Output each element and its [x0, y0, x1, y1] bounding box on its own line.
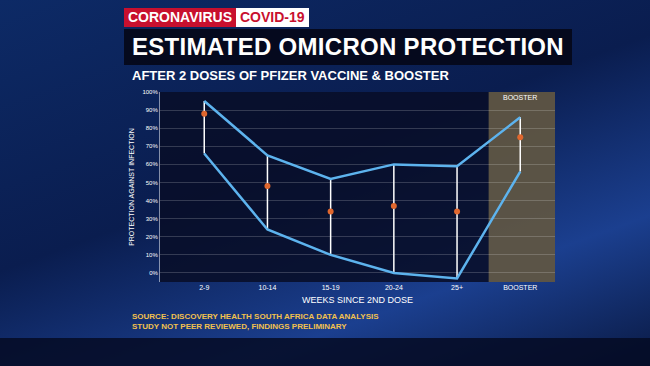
svg-text:WEEKS SINCE 2ND DOSE: WEEKS SINCE 2ND DOSE [302, 295, 413, 305]
svg-text:80%: 80% [146, 125, 159, 131]
svg-text:BOOSTER: BOOSTER [503, 94, 537, 101]
svg-text:2-9: 2-9 [199, 284, 209, 291]
svg-text:15-19: 15-19 [322, 284, 340, 291]
svg-text:60%: 60% [146, 161, 159, 167]
html-text:CORONAVIRUS: CORONAVIRUS [128, 9, 232, 25]
svg-text:BOOSTER: BOOSTER [503, 284, 537, 291]
svg-text:50%: 50% [146, 180, 159, 186]
svg-text:25+: 25+ [451, 284, 463, 291]
html-text:SOURCE: DISCOVERY HEALTH SOUTH: SOURCE: DISCOVERY HEALTH SOUTH AFRICA DA… [132, 312, 379, 321]
html-text:AFTER 2 DOSES OF PFIZER VACCIN: AFTER 2 DOSES OF PFIZER VACCINE & BOOSTE… [132, 68, 449, 83]
svg-text:90%: 90% [146, 107, 159, 113]
svg-text:0%: 0% [149, 270, 158, 276]
svg-text:30%: 30% [146, 216, 159, 222]
svg-text:20%: 20% [146, 234, 159, 240]
svg-text:10%: 10% [146, 252, 159, 258]
svg-text:40%: 40% [146, 198, 159, 204]
html-text:ESTIMATED OMICRON PROTECTION: ESTIMATED OMICRON PROTECTION [132, 33, 564, 60]
html-text:STUDY NOT PEER REVIEWED, FINDI: STUDY NOT PEER REVIEWED, FINDINGS PRELIM… [132, 322, 347, 331]
svg-text:PROTECTION AGAINST INFECTION: PROTECTION AGAINST INFECTION [128, 128, 135, 246]
svg-text:10-14: 10-14 [258, 284, 276, 291]
svg-text:20-24: 20-24 [385, 284, 403, 291]
svg-text:100%: 100% [142, 89, 158, 95]
html-text:COVID-19: COVID-19 [240, 9, 305, 25]
svg-text:70%: 70% [146, 143, 159, 149]
